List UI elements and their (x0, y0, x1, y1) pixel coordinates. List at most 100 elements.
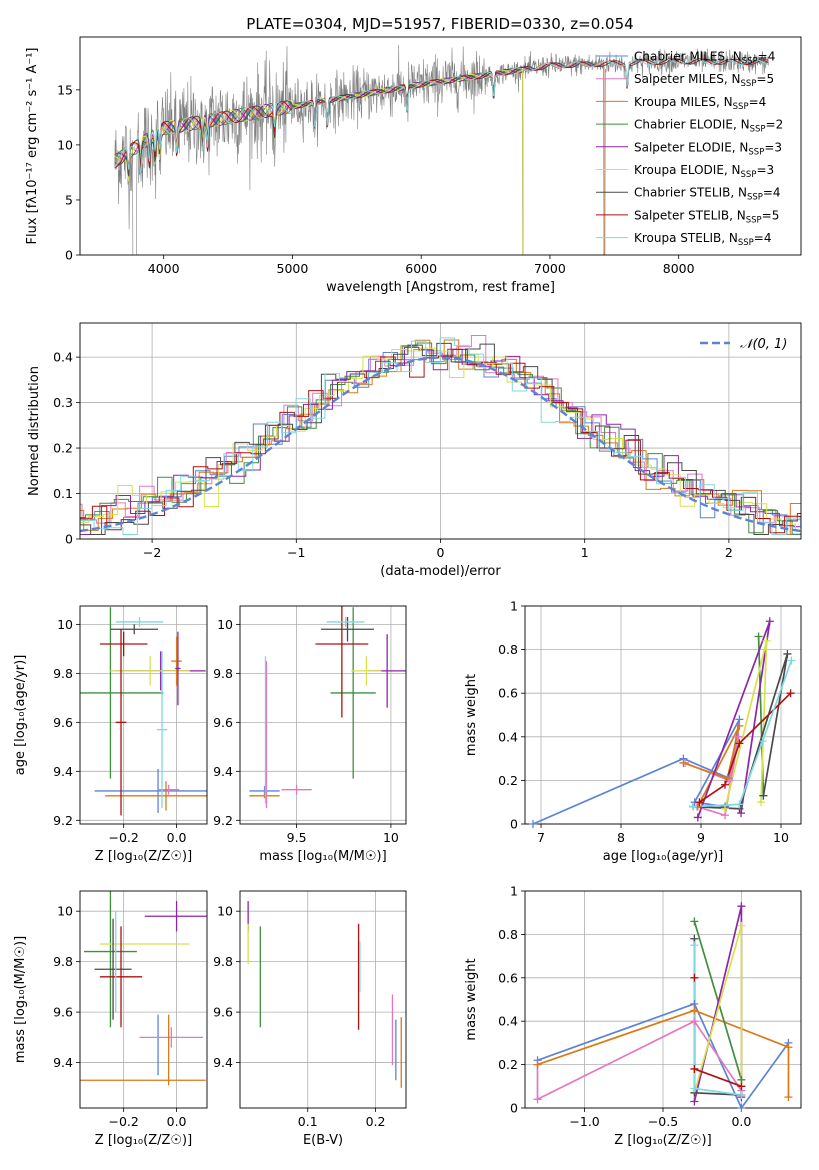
x-tick-label: 0.0 (731, 1114, 751, 1129)
mass-weight-marker (759, 791, 768, 800)
x-tick-label: 10 (773, 830, 789, 845)
y-tick-label: 0.2 (498, 773, 518, 788)
mass-weight-marker (690, 1017, 699, 1026)
y-tick-label: 10 (217, 617, 233, 632)
legend-entry: Chabrier MILES, NSSP=4 (634, 50, 775, 67)
mass-weight-marker (737, 1090, 746, 1099)
plot-area (80, 607, 207, 816)
x-axis-label: Z [log₁₀(Z/Z☉)] (95, 1133, 192, 1148)
grid (240, 606, 406, 824)
y-tick-label: 9.6 (213, 1005, 233, 1020)
y-tick-label: 9.6 (53, 1005, 73, 1020)
grid (80, 891, 207, 1108)
x-tick-label: 8000 (663, 261, 695, 276)
figure-title: PLATE=0304, MJD=51957, FIBERID=0330, z=0… (246, 15, 633, 33)
y-tick-label: 0.1 (53, 486, 73, 501)
y-axis-label: mass weight (464, 674, 479, 756)
axes-frame (524, 890, 802, 1109)
y-tick-label: 0.4 (498, 1014, 518, 1029)
x-tick-label: 1 (581, 545, 589, 560)
y-tick-label: 0.6 (498, 686, 518, 701)
mass-weight-marker (735, 721, 744, 730)
x-tick-label: −2 (143, 545, 161, 560)
histogram-step (80, 335, 801, 524)
x-tick-label: 0.1 (298, 1114, 318, 1129)
y-tick-label: 0.4 (498, 729, 518, 744)
axes-frame (79, 322, 802, 540)
age-vs-mass-panel: 9.5 10 9.2 9.4 9.6 9.8 10 mass [log₁₀(M/M☉)] (213, 605, 407, 864)
x-tick-label: 7 (537, 830, 545, 845)
y-tick-label: 9.2 (213, 813, 233, 828)
x-tick-label: 0.2 (366, 1114, 386, 1129)
plot-area (249, 606, 406, 809)
histogram-step (80, 337, 801, 539)
residual-histogram-panel: −2 −1 0 1 2 0 0.1 0.2 0.3 0.4 (data-model)/error No… (27, 322, 802, 579)
legend-entry: Salpeter STELIB, NSSP=5 (634, 208, 779, 225)
mass-weight-marker (533, 1095, 542, 1104)
histogram-step (80, 346, 801, 535)
x-axis-label: Z [log₁₀(Z/Z☉)] (614, 1133, 711, 1148)
legend-entry: Chabrier STELIB, NSSP=4 (634, 186, 781, 203)
mass-weight-marker (695, 798, 704, 807)
legend-entry: Salpeter MILES, NSSP=5 (634, 72, 774, 89)
legend-entry: Salpeter ELODIE, NSSP=3 (634, 140, 782, 157)
mass-weight-marker (784, 1093, 793, 1102)
mass-weight-marker (737, 902, 746, 911)
grid (525, 605, 801, 825)
mass-weight-vs-metallicity-panel: −1.0 −0.5 0.0 0 0.2 0.4 0.6 0.8 1 Z [log₁₀(Z/Z☉)]… (464, 884, 802, 1148)
mass-weight-marker (737, 809, 745, 818)
y-tick-label: 10 (57, 137, 73, 152)
plot-area (80, 891, 207, 1086)
legend-entry: Kroupa MILES, NSSP=4 (634, 95, 766, 112)
mass-weight-marker (533, 1060, 542, 1069)
axes-frame (79, 605, 208, 825)
y-tick-label: 0 (65, 532, 73, 547)
x-tick-label: −1 (287, 545, 305, 560)
axes-frame (79, 890, 208, 1109)
x-tick-label: 6000 (405, 261, 437, 276)
y-tick-label: 9.2 (53, 813, 73, 828)
mass-weight-marker (786, 689, 795, 698)
y-tick-label: 1 (510, 599, 518, 614)
x-axis-label: age [log₁₀(age/yr)] (603, 849, 724, 864)
legend: Chabrier MILES, NSSP=4 Salpeter MILES, NS… (596, 50, 783, 248)
mass-weight-marker (787, 656, 796, 665)
histogram-step (80, 339, 801, 535)
axes-frame (79, 36, 802, 256)
mass-weight-marker (690, 1064, 699, 1073)
x-tick-label: 7000 (534, 261, 566, 276)
mass-weight-line (697, 621, 771, 818)
legend-entry: Kroupa STELIB, NSSP=4 (634, 231, 772, 248)
mass-weight-marker (689, 802, 697, 811)
model-spectrum-line (114, 58, 769, 171)
y-tick-label: 1 (510, 884, 518, 899)
mass-weight-marker (762, 636, 771, 645)
legend-entry: 𝒩(0, 1) (740, 337, 787, 352)
x-axis-label: E(B-V) (303, 1133, 343, 1148)
mass-weight-marker (765, 617, 774, 626)
axes-frame (239, 605, 407, 825)
y-tick-label: 0.8 (498, 927, 518, 942)
mass-weight-line (692, 660, 793, 808)
mass-weight-marker (737, 921, 746, 930)
plot-area (114, 44, 769, 255)
y-axis-label: Normed distribution (27, 366, 42, 496)
mass-weight-marker (690, 917, 699, 926)
plot-area (532, 621, 793, 824)
x-axis-label: Z [log₁₀(Z/Z☉)] (95, 849, 192, 864)
grid (240, 891, 406, 1108)
mass-weight-marker (721, 804, 729, 813)
y-tick-label: 10 (57, 904, 73, 919)
y-tick-label: 9.4 (213, 1055, 233, 1070)
histogram-step (80, 348, 801, 534)
x-tick-label: 5000 (277, 261, 309, 276)
x-tick-label: 9.5 (287, 830, 307, 845)
y-tick-label: 9.8 (53, 954, 73, 969)
mass-weight-marker (757, 798, 765, 807)
mass-weight-line (683, 725, 741, 807)
plot-area (80, 335, 801, 539)
x-tick-label: 0 (437, 545, 445, 560)
y-tick-label: 0.2 (53, 441, 73, 456)
y-axis-label: age [log₁₀(age/yr)] (13, 655, 28, 776)
